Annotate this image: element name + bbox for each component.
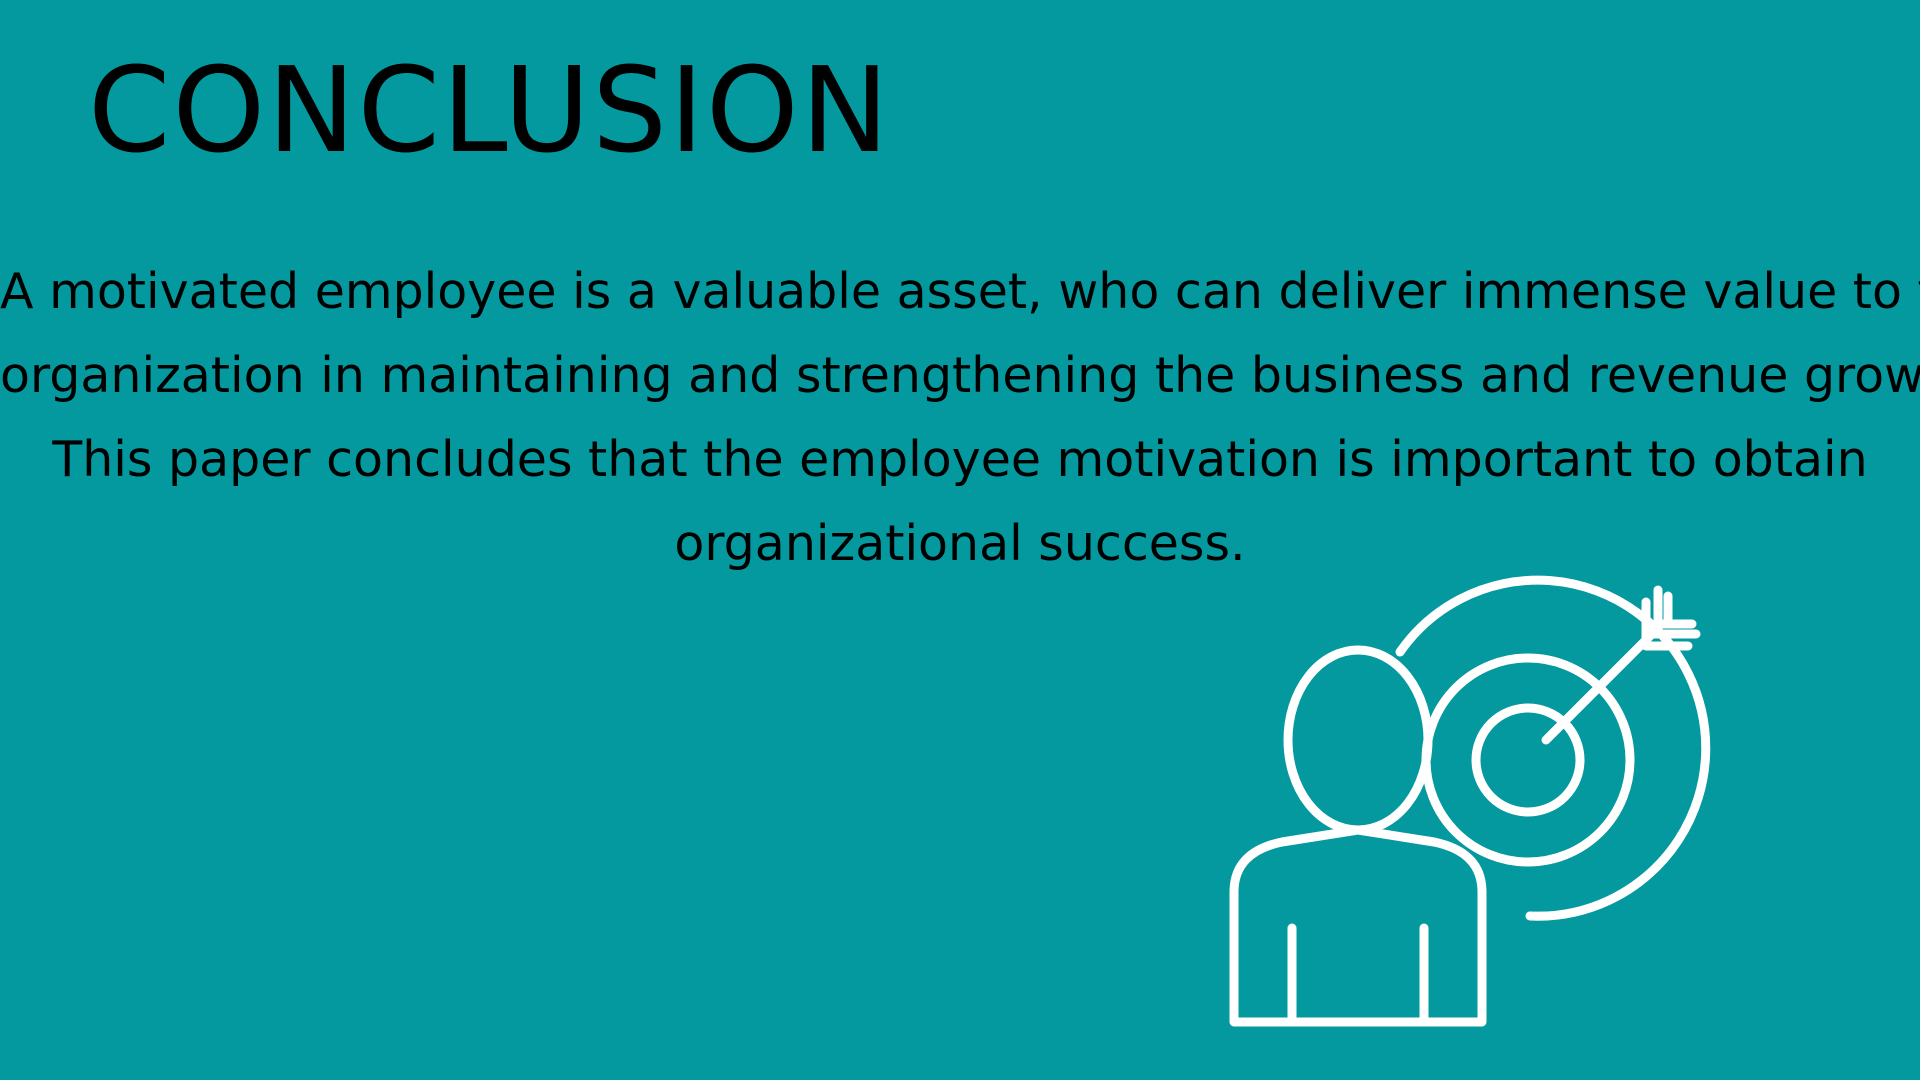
person-target-icon bbox=[1229, 575, 1711, 1027]
person-head bbox=[1283, 645, 1433, 835]
person-body bbox=[1229, 825, 1487, 1027]
conclusion-paragraph: A motivated employee is a valuable asset… bbox=[0, 250, 1920, 586]
slide-title: CONCLUSION bbox=[88, 41, 892, 179]
paragraph-line: organizational success. bbox=[674, 515, 1246, 572]
target-inner-ring bbox=[1471, 703, 1585, 817]
arrow-fletching bbox=[1641, 585, 1701, 651]
arrow-icon bbox=[1541, 585, 1701, 745]
arrow-shaft bbox=[1541, 629, 1657, 745]
paragraph-line: A motivated employee is a valuable asset… bbox=[0, 263, 1920, 320]
person-icon bbox=[1229, 645, 1487, 1027]
paragraph-line: This paper concludes that the employee m… bbox=[52, 431, 1868, 488]
paragraph-line: organization in maintaining and strength… bbox=[0, 347, 1920, 404]
target-outer-ring bbox=[1395, 575, 1711, 921]
